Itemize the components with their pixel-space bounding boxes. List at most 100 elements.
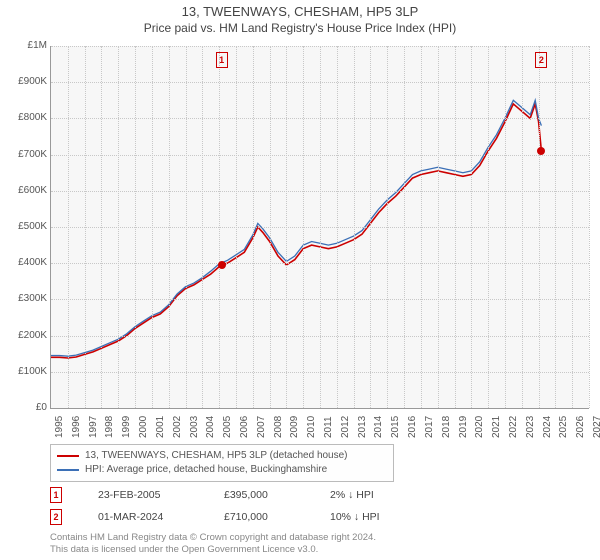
x-axis-label: 2002 — [172, 416, 183, 438]
x-gridline — [555, 46, 556, 408]
x-axis-label: 1999 — [121, 416, 132, 438]
x-gridline — [387, 46, 388, 408]
x-axis-label: 2005 — [222, 416, 233, 438]
event-row: 1 23-FEB-2005 £395,000 2% ↓ HPI — [50, 484, 380, 506]
note-line-2: This data is licensed under the Open Gov… — [50, 544, 376, 556]
x-gridline — [572, 46, 573, 408]
event-delta: 2% ↓ HPI — [330, 489, 374, 501]
x-axis-label: 2003 — [189, 416, 200, 438]
legend-item: HPI: Average price, detached house, Buck… — [57, 463, 387, 477]
y-axis-label: £300K — [3, 293, 47, 304]
x-axis-label: 2001 — [155, 416, 166, 438]
x-axis-label: 2025 — [558, 416, 569, 438]
x-axis-label: 2009 — [289, 416, 300, 438]
y-axis-label: £0 — [3, 402, 47, 413]
chart-marker-1: 1 — [216, 52, 228, 68]
x-gridline — [589, 46, 590, 408]
x-gridline — [421, 46, 422, 408]
x-gridline — [101, 46, 102, 408]
x-gridline — [522, 46, 523, 408]
x-axis-label: 2016 — [407, 416, 418, 438]
x-gridline — [471, 46, 472, 408]
x-axis-label: 1997 — [88, 416, 99, 438]
x-gridline — [286, 46, 287, 408]
y-axis-label: £700K — [3, 149, 47, 160]
x-gridline — [135, 46, 136, 408]
x-axis-label: 2018 — [441, 416, 452, 438]
note-line-1: Contains HM Land Registry data © Crown c… — [50, 532, 376, 544]
chart-marker-2: 2 — [535, 52, 547, 68]
x-axis-label: 2006 — [239, 416, 250, 438]
x-axis-label: 2015 — [390, 416, 401, 438]
x-axis-label: 2027 — [592, 416, 600, 438]
x-gridline — [354, 46, 355, 408]
x-axis-label: 2022 — [508, 416, 519, 438]
y-axis-label: £200K — [3, 330, 47, 341]
x-axis-label: 2024 — [542, 416, 553, 438]
event-date: 23-FEB-2005 — [98, 489, 188, 501]
x-gridline — [85, 46, 86, 408]
x-axis-label: 2026 — [575, 416, 586, 438]
x-axis-label: 2000 — [138, 416, 149, 438]
y-axis-label: £100K — [3, 366, 47, 377]
x-axis-label: 2017 — [424, 416, 435, 438]
x-axis-label: 1998 — [104, 416, 115, 438]
event-price: £710,000 — [224, 511, 294, 523]
x-axis-label: 2023 — [525, 416, 536, 438]
event-price: £395,000 — [224, 489, 294, 501]
x-gridline — [236, 46, 237, 408]
x-gridline — [202, 46, 203, 408]
x-gridline — [219, 46, 220, 408]
chart-area: £0£100K£200K£300K£400K£500K£600K£700K£80… — [50, 46, 589, 409]
x-axis-label: 2007 — [256, 416, 267, 438]
x-axis-label: 2012 — [340, 416, 351, 438]
y-axis-label: £600K — [3, 185, 47, 196]
legend-swatch — [57, 455, 79, 457]
y-axis-label: £500K — [3, 221, 47, 232]
x-axis-label: 2011 — [323, 416, 334, 438]
x-axis-label: 2014 — [373, 416, 384, 438]
event-marker-2: 2 — [50, 509, 62, 525]
event-row: 2 01-MAR-2024 £710,000 10% ↓ HPI — [50, 506, 380, 528]
x-gridline — [320, 46, 321, 408]
x-gridline — [270, 46, 271, 408]
y-axis-label: £800K — [3, 112, 47, 123]
x-gridline — [118, 46, 119, 408]
event-delta: 10% ↓ HPI — [330, 511, 380, 523]
x-gridline — [404, 46, 405, 408]
chart-subtitle: Price paid vs. HM Land Registry's House … — [0, 19, 600, 35]
x-gridline — [488, 46, 489, 408]
x-axis-label: 2004 — [205, 416, 216, 438]
y-axis-label: £900K — [3, 76, 47, 87]
legend-item: 13, TWEENWAYS, CHESHAM, HP5 3LP (detache… — [57, 449, 387, 463]
y-axis-label: £1M — [3, 40, 47, 51]
y-axis-label: £400K — [3, 257, 47, 268]
x-axis-label: 2019 — [458, 416, 469, 438]
event-date: 01-MAR-2024 — [98, 511, 188, 523]
event-table: 1 23-FEB-2005 £395,000 2% ↓ HPI 2 01-MAR-2024… — [50, 484, 380, 528]
event-marker-1: 1 — [50, 487, 62, 503]
x-axis-label: 2008 — [273, 416, 284, 438]
x-axis-label: 2013 — [357, 416, 368, 438]
x-gridline — [337, 46, 338, 408]
x-gridline — [152, 46, 153, 408]
x-gridline — [68, 46, 69, 408]
legend-label: HPI: Average price, detached house, Buck… — [85, 463, 327, 477]
x-gridline — [169, 46, 170, 408]
x-axis-label: 1995 — [54, 416, 65, 438]
series-line-hpi — [51, 100, 541, 356]
x-gridline — [539, 46, 540, 408]
copyright-note: Contains HM Land Registry data © Crown c… — [50, 532, 376, 556]
legend-box: 13, TWEENWAYS, CHESHAM, HP5 3LP (detache… — [50, 444, 394, 482]
legend-label: 13, TWEENWAYS, CHESHAM, HP5 3LP (detache… — [85, 449, 348, 463]
legend-swatch — [57, 469, 79, 471]
chart-title: 13, TWEENWAYS, CHESHAM, HP5 3LP — [0, 0, 600, 19]
x-gridline — [438, 46, 439, 408]
x-gridline — [253, 46, 254, 408]
x-gridline — [455, 46, 456, 408]
x-axis-label: 1996 — [71, 416, 82, 438]
x-gridline — [186, 46, 187, 408]
series-line-property — [51, 104, 541, 358]
x-gridline — [505, 46, 506, 408]
x-gridline — [303, 46, 304, 408]
